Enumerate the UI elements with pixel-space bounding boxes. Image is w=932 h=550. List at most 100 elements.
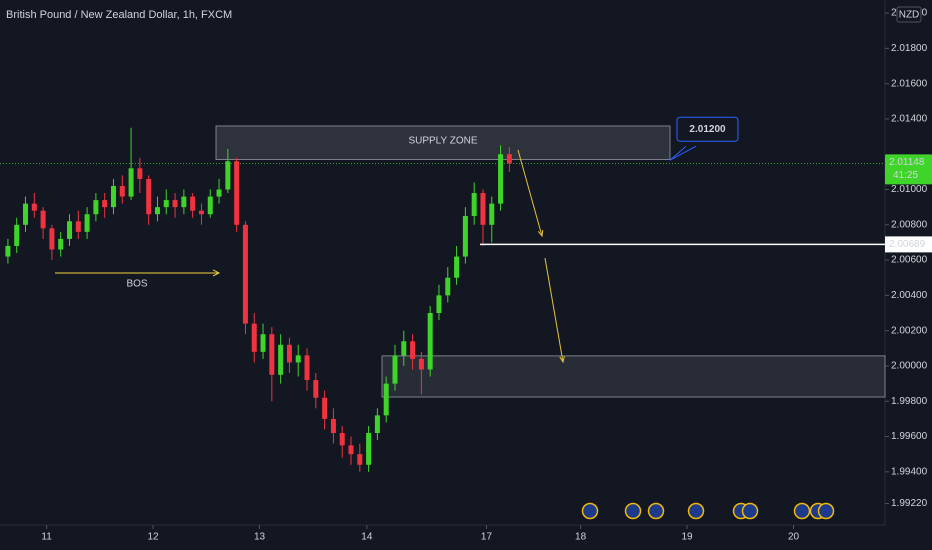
event-icon [741,502,759,520]
y-tick-label: 2.01800 [891,43,928,54]
candle-body [304,355,310,381]
candle-body [278,344,284,375]
event-icon [793,502,811,520]
candle-body [454,256,460,278]
candle-body [506,154,512,164]
x-tick-label: 17 [481,532,493,543]
y-tick-label: 1.99220 [891,498,928,509]
x-tick-label: 11 [41,532,52,543]
candle-body [462,215,468,257]
candle-body [427,313,433,370]
level-label-box [885,236,932,253]
event-icon [817,502,835,520]
event-icon [624,502,642,520]
y-tick-label: 2.01600 [891,78,928,89]
candle-body [348,445,354,455]
x-tick-label: 12 [148,532,160,543]
candle-body [234,161,240,225]
currency-label: NZD [899,10,920,21]
candle-body [295,355,301,363]
supply-zone [215,125,671,160]
projection-arrow [517,149,543,237]
x-tick-label: 19 [682,532,694,543]
candle-body [163,200,169,208]
candle-body [498,154,504,204]
candle-body [66,221,72,239]
last-price-box [885,154,932,185]
candle-body [330,418,336,434]
candle-body [374,415,380,434]
candle-body [357,454,363,465]
countdown-label: 41:25 [893,170,918,181]
x-tick-label: 14 [361,532,373,543]
candle-body [128,168,134,197]
y-tick-label: 2.00200 [891,325,928,336]
candle-body [190,196,196,211]
event-icon [687,502,705,520]
candle-body [366,433,372,465]
supply-zone-label: SUPPLY ZONE [408,135,477,146]
candle-body [154,207,160,215]
candle-body [198,210,204,215]
candle-body [75,221,81,232]
candle-body [23,203,29,225]
candle-body [489,203,495,225]
currency-badge [896,6,922,23]
candle-body [14,224,20,246]
candle-body [445,277,451,296]
candle-body [260,334,266,352]
candle-body [84,214,90,232]
candle-body [401,341,407,356]
candle-body [392,355,398,384]
bos-label: BOS [126,279,147,290]
target-callout-pointer [669,145,697,161]
candle-body [110,185,116,208]
bos-arrowhead [212,269,221,277]
candle-body [383,383,389,416]
candle-body [286,344,292,363]
candle-body [322,397,328,419]
candle-body [181,196,187,208]
y-tick-label: 1.99400 [891,466,928,477]
target-label: 2.01200 [689,124,726,135]
candle-body [471,193,477,216]
candle-body [119,185,125,197]
x-tick-label: 18 [575,532,587,543]
candle-body [207,196,213,215]
y-tick-label: 2.00800 [891,219,928,230]
level-label: 2.00689 [889,239,926,250]
candle-body [172,200,178,208]
target-callout [676,116,739,142]
y-tick-label: 2.00600 [891,255,928,266]
candle-body [410,341,416,359]
event-icon [647,502,665,520]
projection-arrow [544,257,564,363]
y-tick-label: 1.99800 [891,396,928,407]
candle-body [146,178,152,215]
y-tick-label: 1.99600 [891,431,928,442]
candle-body [269,334,275,375]
candle-body [418,358,424,370]
candle-body [5,245,11,257]
candle-body [251,323,257,352]
y-tick-label: 2.00400 [891,290,928,301]
candle-body [40,210,46,229]
candle-body [339,433,345,446]
candle-body [436,295,442,314]
demand-zone [381,355,886,398]
x-tick-label: 20 [788,532,800,543]
event-icon [581,502,599,520]
candle-body [58,238,64,250]
y-tick-label: 2.01400 [891,114,928,125]
chart-title: British Pound / New Zealand Dollar, 1h, … [6,9,232,21]
candle-body [313,380,319,398]
projection-arrowhead [537,229,544,238]
x-tick-label: 13 [254,532,266,543]
candle-body [31,203,37,211]
y-tick-label: 2.00000 [891,361,928,372]
candle-body [225,161,231,190]
candle-body [93,200,99,215]
y-tick-label: 2.01000 [891,184,928,195]
